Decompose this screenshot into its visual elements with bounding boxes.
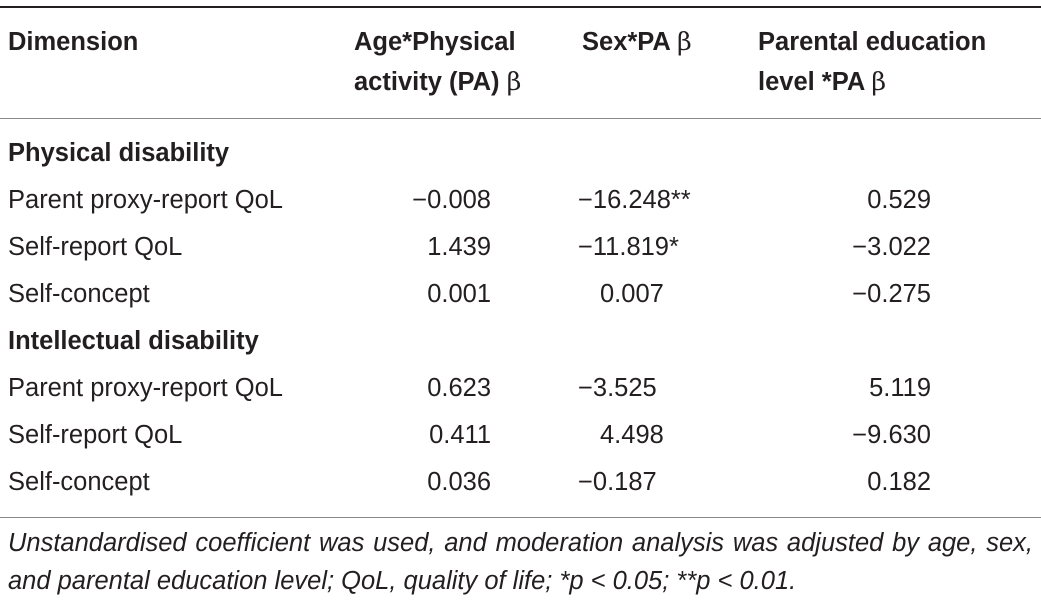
row-label: Self-report QoL <box>8 421 183 449</box>
cell-age: 1.439 <box>427 233 491 261</box>
header-parent-pa-line2: level *PA β <box>758 67 887 97</box>
header-parent-pa-line1: Parental education <box>758 28 987 56</box>
cell-parent: 0.182 <box>867 468 931 496</box>
row-label: Self-concept <box>8 280 150 308</box>
cell-age: 0.036 <box>427 468 491 496</box>
row-label: Self-report QoL <box>8 233 183 261</box>
cell-age: 0.623 <box>427 374 491 402</box>
section-title-intellectual: Intellectual disability <box>8 327 259 355</box>
cell-parent: 5.119 <box>869 374 931 402</box>
cell-sex: −16.248** <box>578 186 691 214</box>
beta-symbol: β <box>676 27 692 57</box>
header-dimension: Dimension <box>8 28 139 56</box>
row-label: Parent proxy-report QoL <box>8 186 283 214</box>
table-footnote: Unstandardised coefficient was used, and… <box>8 529 1033 595</box>
cell-sex: −0.187 <box>578 468 657 496</box>
row-label: Parent proxy-report QoL <box>8 374 283 402</box>
cell-sex: −3.525 <box>578 374 657 402</box>
header-age-pa-line1: Age*Physical <box>354 28 516 56</box>
header-rule <box>0 118 1041 119</box>
header-sex-pa: Sex*PA β <box>582 27 692 57</box>
cell-parent: 0.529 <box>867 186 931 214</box>
beta-symbol: β <box>506 67 522 97</box>
cell-sex: 4.498 <box>600 421 664 449</box>
cell-age: 0.001 <box>427 280 491 308</box>
cell-parent: −9.630 <box>852 421 931 449</box>
cell-parent: −0.275 <box>852 280 931 308</box>
cell-age: 0.411 <box>429 421 491 449</box>
cell-sex: 0.007 <box>600 280 664 308</box>
section-title-physical: Physical disability <box>8 139 230 167</box>
beta-symbol: β <box>871 67 887 97</box>
cell-sex: −11.819* <box>578 233 679 261</box>
bottom-rule <box>0 517 1041 518</box>
header-age-pa-line2: activity (PA) β <box>354 67 522 97</box>
top-rule <box>0 6 1041 8</box>
cell-parent: −3.022 <box>852 233 931 261</box>
cell-age: −0.008 <box>412 186 491 214</box>
row-label: Self-concept <box>8 468 150 496</box>
